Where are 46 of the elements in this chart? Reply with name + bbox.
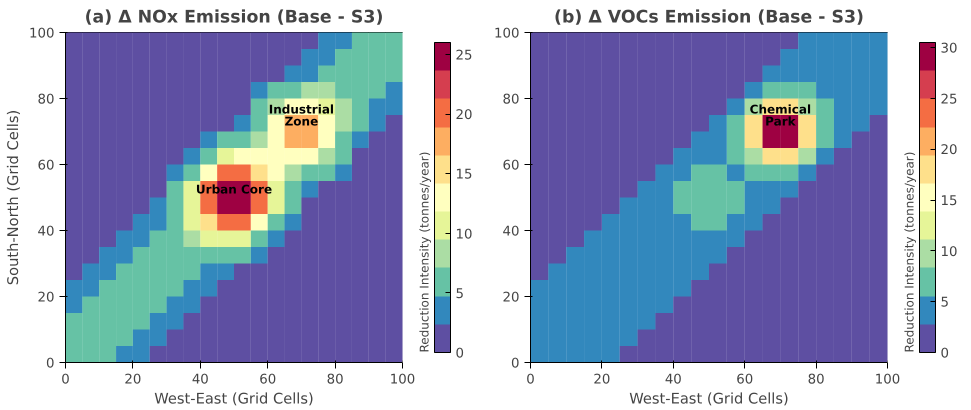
x-axis-title: West-East (Grid Cells) [629, 390, 789, 408]
x-tick-label: 60 [736, 372, 754, 388]
y-tick-label: 80 [38, 92, 55, 108]
y-tick-label: 60 [38, 158, 55, 174]
color-bar-label: 0 [456, 346, 464, 362]
x-tick-label: 100 [390, 372, 416, 388]
y-tick-label: 0 [511, 356, 520, 372]
x-tick-label: 100 [874, 372, 900, 388]
x-tick-label: 20 [593, 372, 610, 388]
y-tick-label: 100 [494, 26, 520, 42]
chart-title: (b) Δ VOCs Emission (Base - S3) [554, 8, 864, 28]
y-tick-label: 0 [46, 356, 55, 372]
color-bar-label: 5 [940, 296, 949, 311]
color-bar-label: 25 [456, 48, 472, 64]
color-bar-label: 30 [940, 42, 958, 57]
y-tick-label: 60 [502, 158, 520, 174]
x-tick-label: 40 [192, 372, 209, 388]
color-bar-label: 20 [456, 108, 472, 124]
x-tick-label: 60 [259, 372, 276, 388]
chart-title: (a) Δ NOx Emission (Base - S3) [84, 8, 384, 28]
color-bar-title: Reduction Intensity (tonnes/year) [902, 152, 916, 352]
x-axis-title: West-East (Grid Cells) [154, 390, 314, 408]
x-tick-label: 20 [124, 372, 142, 388]
x-tick-label: 40 [664, 372, 682, 388]
y-axis-title: South-North (Grid Cells) [5, 110, 22, 286]
color-bar-label: 25 [940, 92, 958, 108]
x-tick-label: 0 [61, 372, 70, 388]
color-bar-label: 5 [456, 286, 464, 302]
x-tick-label: 0 [526, 372, 535, 388]
y-tick-label: 40 [38, 224, 55, 240]
color-bar-label: 15 [456, 168, 472, 183]
y-tick-label: 20 [38, 290, 55, 306]
color-bar-label: 10 [940, 244, 958, 260]
x-tick-label: 80 [808, 372, 825, 388]
color-bar-label: 0 [940, 346, 949, 362]
y-tick-label: 40 [502, 224, 520, 240]
annotation: Industrial Zone [268, 102, 334, 128]
y-tick-label: 100 [29, 26, 55, 42]
annotation: Chemical Park [750, 102, 812, 128]
y-tick-label: 20 [502, 290, 520, 306]
color-bar-label: 20 [940, 143, 958, 158]
color-bar-title: Reduction Intensity (tonnes/year) [418, 152, 432, 352]
x-tick-label: 80 [326, 372, 344, 388]
color-bar-label: 10 [456, 227, 472, 242]
color-bar-label: 15 [940, 194, 958, 210]
y-tick-label: 80 [502, 92, 520, 108]
